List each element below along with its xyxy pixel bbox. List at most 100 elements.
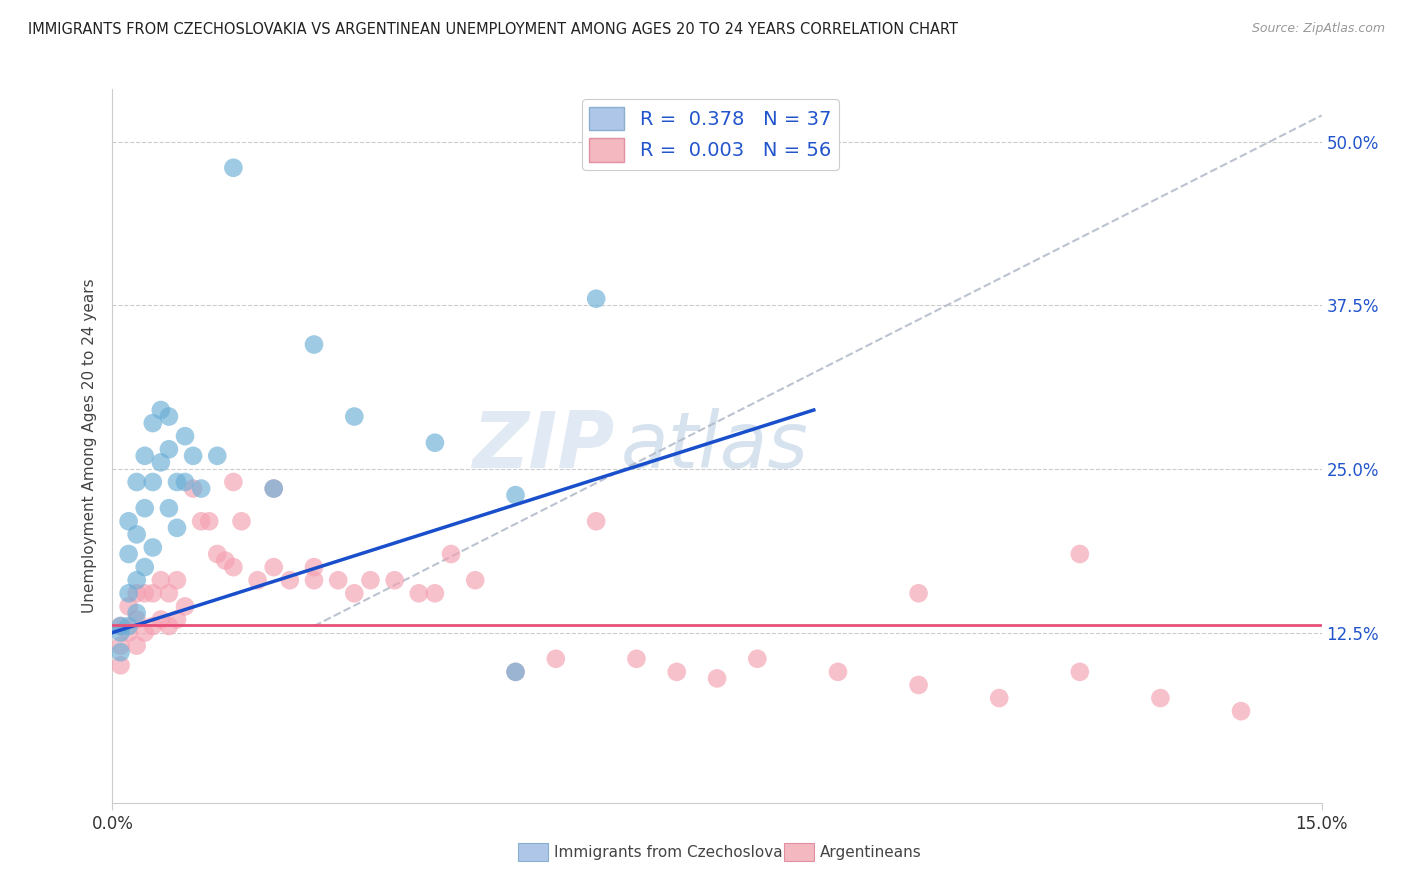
Point: [222, 161, 245, 175]
Point: [302, 337, 325, 351]
Point: [505, 665, 527, 679]
Point: [1149, 691, 1171, 706]
Point: [505, 665, 527, 679]
Text: ZIP: ZIP: [472, 408, 614, 484]
Point: [246, 573, 269, 587]
Text: Immigrants from Czechoslovakia: Immigrants from Czechoslovakia: [554, 845, 806, 860]
Text: Argentineans: Argentineans: [820, 845, 921, 860]
Point: [423, 586, 446, 600]
Point: [907, 586, 929, 600]
Point: [110, 619, 132, 633]
Point: [440, 547, 463, 561]
Point: [190, 482, 212, 496]
Point: [110, 645, 132, 659]
Point: [166, 612, 188, 626]
Point: [907, 678, 929, 692]
Point: [827, 665, 849, 679]
Point: [505, 488, 527, 502]
Point: [302, 560, 325, 574]
Text: IMMIGRANTS FROM CZECHOSLOVAKIA VS ARGENTINEAN UNEMPLOYMENT AMONG AGES 20 TO 24 Y: IMMIGRANTS FROM CZECHOSLOVAKIA VS ARGENT…: [28, 22, 957, 37]
Point: [626, 652, 648, 666]
Point: [125, 606, 148, 620]
Point: [117, 514, 139, 528]
Point: [157, 501, 180, 516]
Point: [174, 599, 197, 614]
Point: [181, 449, 204, 463]
Point: [166, 573, 188, 587]
Point: [110, 625, 132, 640]
Point: [149, 403, 172, 417]
Point: [263, 482, 285, 496]
Point: [166, 475, 188, 489]
Point: [142, 586, 165, 600]
Point: [359, 573, 381, 587]
Point: [174, 429, 197, 443]
Point: [117, 547, 139, 561]
Point: [142, 475, 165, 489]
Point: [328, 573, 350, 587]
FancyBboxPatch shape: [783, 844, 814, 862]
Point: [134, 560, 156, 574]
Point: [408, 586, 430, 600]
Point: [384, 573, 406, 587]
Point: [423, 435, 446, 450]
Point: [125, 612, 148, 626]
Point: [665, 665, 688, 679]
Point: [142, 416, 165, 430]
Point: [125, 475, 148, 489]
Point: [1230, 704, 1253, 718]
Point: [125, 527, 148, 541]
Point: [214, 553, 236, 567]
Point: [747, 652, 769, 666]
Point: [343, 586, 366, 600]
Point: [706, 672, 728, 686]
Legend: R =  0.378   N = 37, R =  0.003   N = 56: R = 0.378 N = 37, R = 0.003 N = 56: [582, 99, 839, 169]
Point: [174, 475, 197, 489]
Point: [207, 547, 229, 561]
Point: [263, 482, 285, 496]
Point: [110, 639, 132, 653]
Point: [198, 514, 221, 528]
Point: [149, 455, 172, 469]
Text: Source: ZipAtlas.com: Source: ZipAtlas.com: [1251, 22, 1385, 36]
FancyBboxPatch shape: [517, 844, 548, 862]
Point: [1069, 547, 1091, 561]
Point: [1069, 665, 1091, 679]
Point: [544, 652, 567, 666]
Point: [181, 482, 204, 496]
Point: [157, 586, 180, 600]
Point: [157, 619, 180, 633]
Point: [117, 619, 139, 633]
Point: [110, 619, 132, 633]
Point: [157, 442, 180, 457]
Point: [207, 449, 229, 463]
Point: [222, 560, 245, 574]
Point: [125, 573, 148, 587]
Point: [302, 573, 325, 587]
Point: [222, 475, 245, 489]
Point: [149, 573, 172, 587]
Point: [142, 541, 165, 555]
Point: [125, 639, 148, 653]
Point: [157, 409, 180, 424]
Point: [117, 599, 139, 614]
Point: [585, 292, 607, 306]
Text: atlas: atlas: [620, 408, 808, 484]
Point: [585, 514, 607, 528]
Point: [464, 573, 486, 587]
Point: [117, 625, 139, 640]
Point: [343, 409, 366, 424]
Point: [134, 449, 156, 463]
Point: [134, 625, 156, 640]
Point: [142, 619, 165, 633]
Point: [166, 521, 188, 535]
Point: [988, 691, 1011, 706]
Point: [231, 514, 253, 528]
Point: [134, 586, 156, 600]
Point: [278, 573, 301, 587]
Y-axis label: Unemployment Among Ages 20 to 24 years: Unemployment Among Ages 20 to 24 years: [82, 278, 97, 614]
Point: [149, 612, 172, 626]
Point: [134, 501, 156, 516]
Point: [125, 586, 148, 600]
Point: [110, 658, 132, 673]
